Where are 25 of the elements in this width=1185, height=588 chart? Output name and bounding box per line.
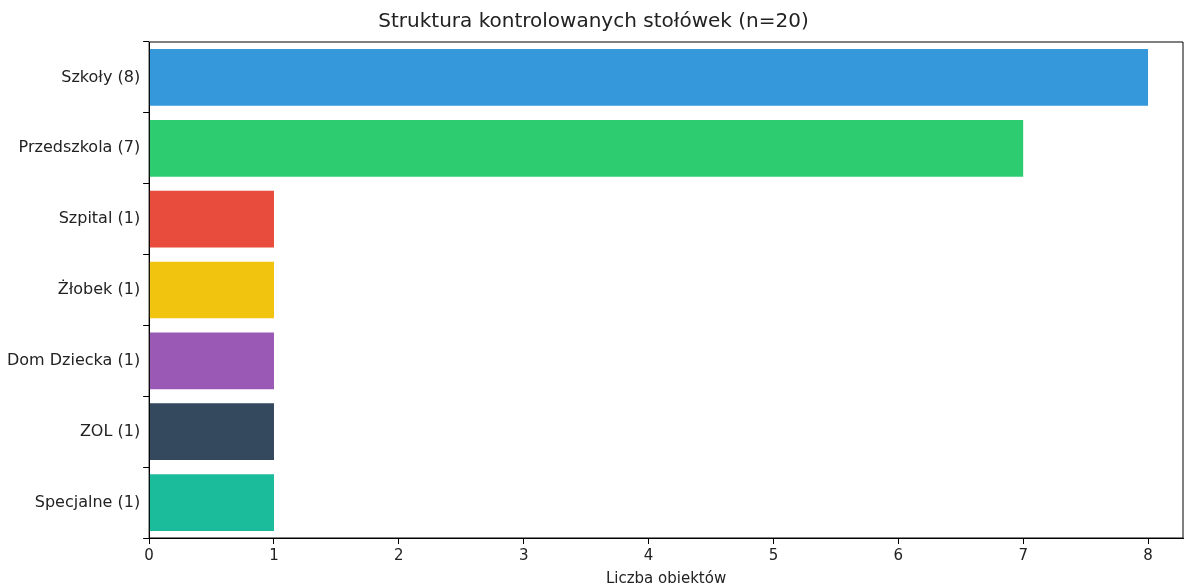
chart-title: Struktura kontrolowanych stołówek (n=20) <box>378 8 809 33</box>
y-tick-label: Dom Dziecka (1) <box>7 350 141 370</box>
x-tick-label: 2 <box>394 545 404 564</box>
y-tick-label: Przedszkola (7) <box>18 137 141 157</box>
x-axis-title: Liczba obiektów <box>605 568 727 587</box>
bar <box>149 332 274 390</box>
x-tick-label: 8 <box>1143 545 1153 564</box>
x-tick-label: 0 <box>144 545 154 564</box>
bar <box>149 261 274 319</box>
x-tick-label: 3 <box>518 545 529 564</box>
x-tick-label: 1 <box>269 545 279 564</box>
y-tick-label: ZOL (1) <box>79 420 141 440</box>
y-tick-label: Szkoły (8) <box>61 66 141 86</box>
y-tick-label: Specjalne (1) <box>34 491 141 511</box>
bar <box>149 474 274 531</box>
bar <box>149 49 1149 106</box>
x-tick-label: 4 <box>643 545 654 564</box>
x-tick-label: 5 <box>768 545 779 564</box>
bar <box>149 119 1024 177</box>
y-tick-label: Szpital (1) <box>58 208 141 228</box>
y-tick-label: Żłobek (1) <box>57 279 141 299</box>
bar <box>149 190 274 248</box>
x-tick-label: 6 <box>893 545 904 564</box>
bar <box>149 403 274 461</box>
x-tick-label: 7 <box>1018 545 1028 564</box>
